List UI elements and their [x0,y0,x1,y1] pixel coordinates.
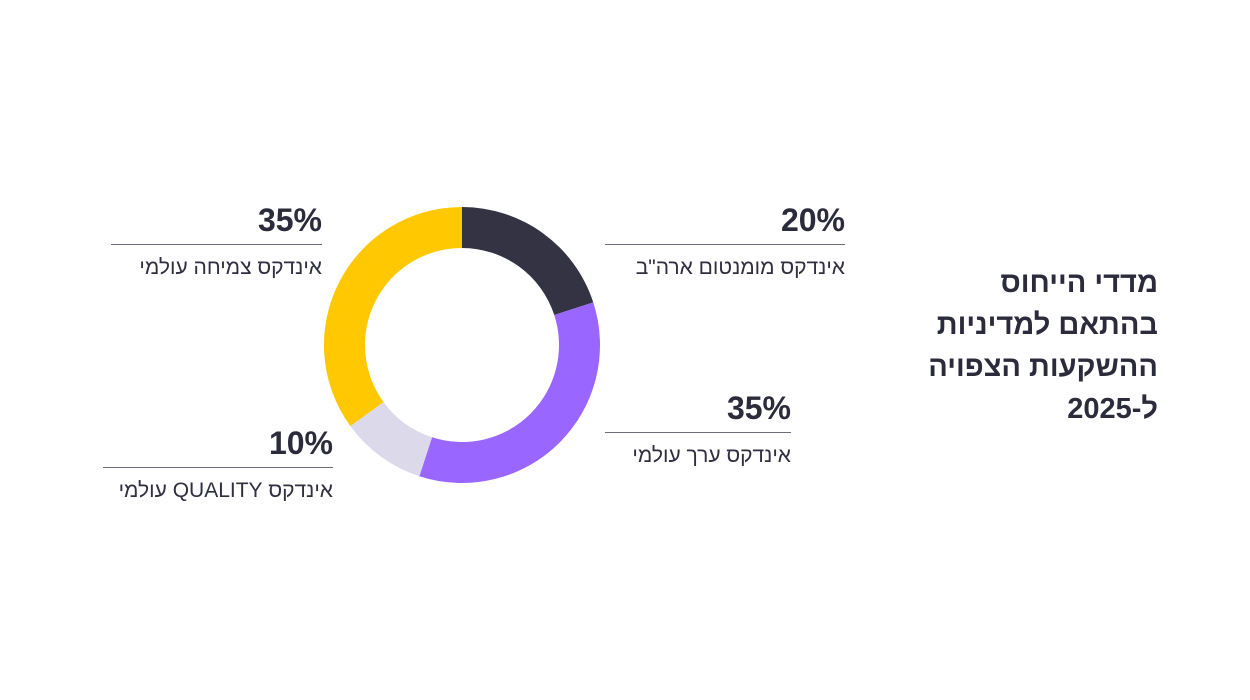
callout-quality-global: 10% אינדקס QUALITY עולמי [103,425,333,504]
chart-title: מדדי הייחוס בהתאם למדיניות ההשקעות הצפוי… [928,267,1158,425]
callout-growth-global: 35% אינדקס צמיחה עולמי [111,202,322,281]
callout-value-global: 35% אינדקס ערך עולמי [605,390,791,469]
callout-label: אינדקס צמיחה עולמי [139,256,322,279]
callout-value: 10% [103,425,333,468]
callout-value: 35% [111,202,322,245]
callout-value: 20% [605,202,845,245]
callout-label: אינדקס מומנטום ארה"ב [635,256,845,279]
callout-label: אינדקס ערך עולמי [632,444,791,467]
slice-momentum-usa [462,207,594,316]
callout-value: 35% [605,390,791,433]
slice-value-global [419,302,600,483]
callout-momentum-usa: 20% אינדקס מומנטום ארה"ב [605,202,845,281]
slice-growth-global [323,207,462,427]
callout-label: אינדקס QUALITY עולמי [118,479,333,502]
slice-quality-global [350,402,433,477]
